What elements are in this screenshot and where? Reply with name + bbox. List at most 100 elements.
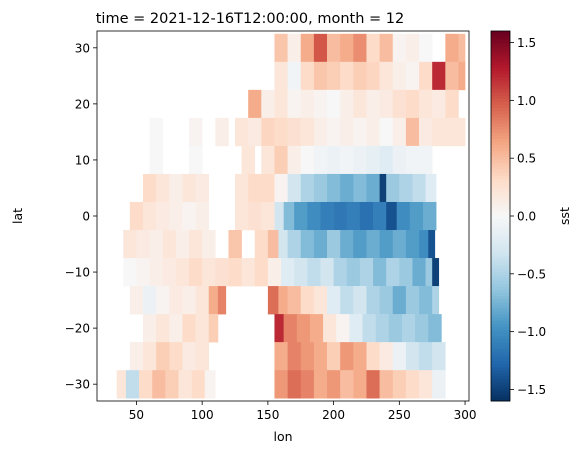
heatmap-cell [149,230,164,259]
heatmap-cell [419,145,433,175]
heatmap-cell [327,370,341,399]
colorbar-segment [491,286,510,291]
colorbar-segment [491,336,510,340]
colorbar-segment [491,290,510,294]
colorbar-segment [491,194,510,198]
colorbar-segment [491,342,510,346]
colorbar-segment [491,296,510,300]
heatmap-cell [143,286,157,315]
heatmap-cell [333,201,348,231]
heatmap-cell [392,145,407,175]
heatmap-cell [281,258,295,287]
colorbar-segment [491,98,510,103]
heatmap-cell [392,230,407,259]
colorbar-segment [491,172,510,177]
heatmap-cell [248,89,262,119]
heatmap-cell [327,342,341,371]
colorbar-segment [491,114,510,118]
heatmap-cell [340,173,354,203]
colorbar-segment [491,92,510,97]
heatmap-cell [162,258,177,287]
heatmap-cell [261,89,275,119]
y-axis: −30 −20 −10 0 10 20 30 [65,41,97,392]
heatmap-cell [412,173,426,203]
x-tick-label: 200 [322,408,345,422]
heatmap-cell [123,258,137,287]
heatmap-cell [182,342,196,371]
heatmap-cell [327,286,341,315]
heatmap-cell [195,201,210,231]
heatmap-cell [392,286,407,315]
colorbar-segment [491,43,510,47]
colorbar-segment [491,37,510,41]
heatmap-cell [208,286,219,315]
heatmap-cell [323,314,337,343]
heatmap-cell [274,201,284,231]
colorbar-segment [491,370,510,374]
heatmap-cell [300,61,315,91]
colorbar-segment [491,132,510,137]
heatmap-cell [300,370,315,399]
heatmap-cell [189,230,203,259]
heatmap-cell [287,286,302,315]
heatmap-cell [294,258,308,287]
heatmap-cell [445,89,459,119]
colorbar-segment [491,249,510,254]
heatmap-cell [379,230,394,259]
heatmap-cell [428,314,442,343]
heatmap-cell [458,33,466,63]
heatmap-cell [399,173,413,203]
colorbar-segment [491,246,510,251]
colorbar-segment [491,283,510,288]
colorbar-segment [491,357,510,362]
heatmap-cell [375,314,390,343]
heatmap-cell [419,286,433,315]
heatmap-cell [123,230,137,259]
heatmap-cell [248,117,262,147]
colorbar-segment [491,212,510,217]
heatmap-cell [415,314,429,343]
heatmap-cell [287,33,302,63]
heatmap-cell [307,201,321,231]
colorbar-segment [491,46,510,50]
colorbar-segment [491,129,510,134]
colorbar-segment [491,105,510,109]
x-axis-label: lon [273,429,292,444]
colorbar-segment [491,203,510,208]
heatmap-cell [458,61,466,91]
heatmap-cell [386,201,398,231]
heatmap-cell [300,145,315,175]
colorbar-segment [491,314,510,319]
heatmap-cell [182,314,196,343]
colorbar-segment [491,385,510,390]
heatmap-cell [419,117,433,147]
heatmap-cell [195,173,210,203]
heatmap-cell [359,201,374,231]
heatmap-cell [300,286,315,315]
heatmap-cell [432,342,446,371]
heatmap-cell [359,258,374,287]
heatmap-cell [125,370,140,399]
heatmap-cell [313,33,328,63]
colorbar-segment [491,148,510,152]
colorbar-segment [491,83,510,87]
colorbar-segment [491,265,510,269]
heatmap-cell [353,173,367,203]
heatmap-cell [274,61,288,91]
colorbar-segment [491,68,510,72]
heatmap-cell [208,314,219,343]
colorbar-segment [491,305,510,309]
heatmap-cell [156,173,170,203]
heatmap-cell [294,201,308,231]
heatmap-cell [353,342,367,371]
colorbar-tick-label: 0.5 [517,152,536,166]
heatmap-cell [156,286,170,315]
heatmap-cell [241,258,256,287]
heatmap-cell [204,370,216,399]
heatmap-cell [235,173,249,203]
heatmap-cell [405,230,420,259]
heatmap-cell [228,258,242,287]
heatmap-cell [379,342,394,371]
heatmap-cell [340,33,354,63]
colorbar-segment [491,111,510,115]
